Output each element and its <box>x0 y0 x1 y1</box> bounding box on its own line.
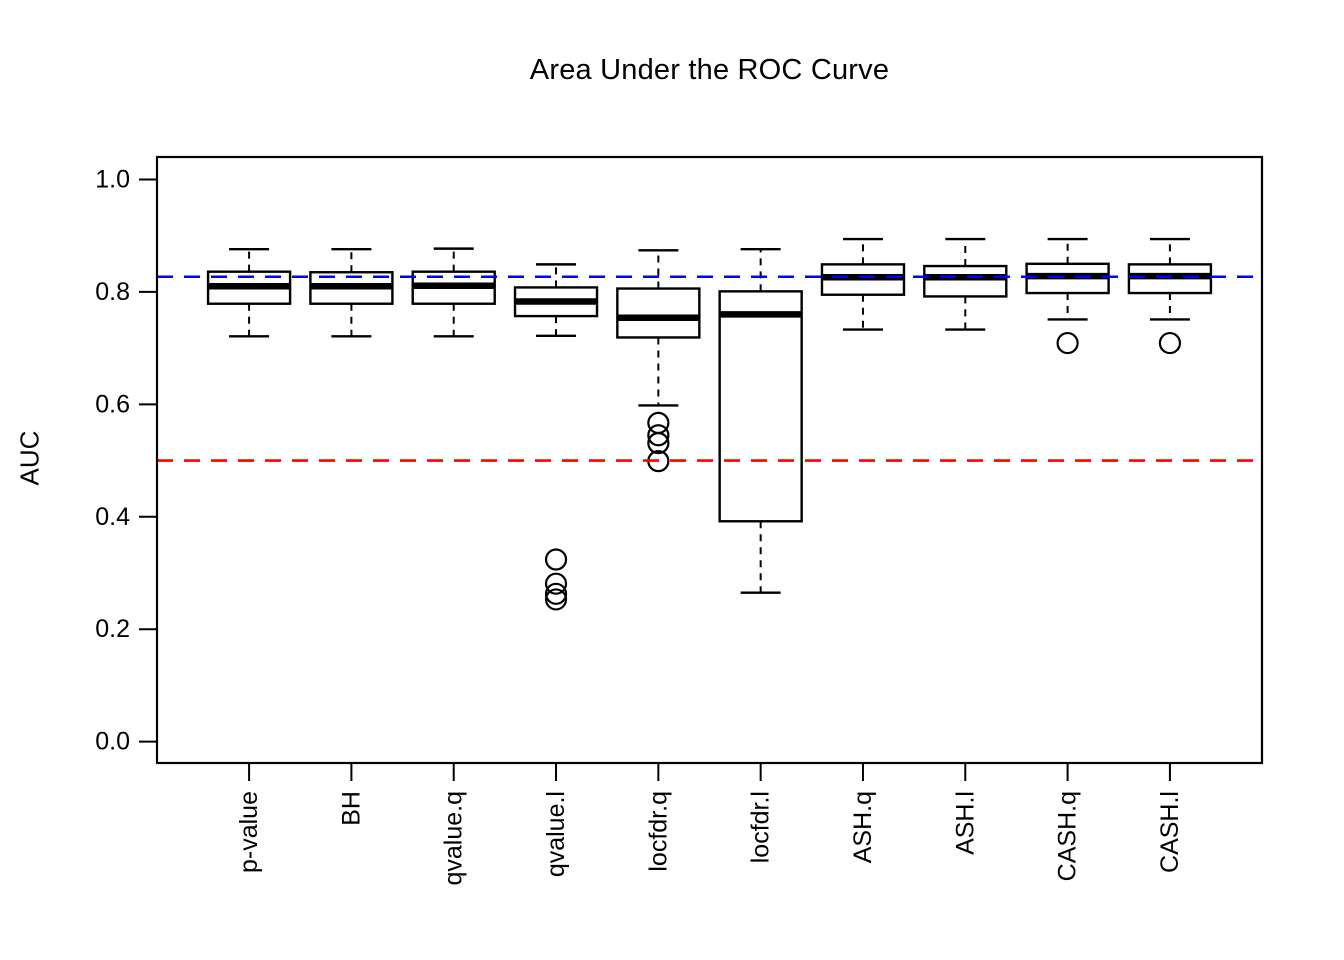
outlier-point <box>544 548 568 571</box>
x-tick-label: locfdr.l <box>747 791 775 863</box>
y-tick-label: 0.0 <box>95 728 130 756</box>
x-tick-label: qvalue.l <box>542 791 570 877</box>
box-locfdr.q <box>616 249 701 473</box>
box-CASH.l <box>1127 237 1213 355</box>
x-tick-label: p-value <box>235 791 263 873</box>
box-qvalue.l <box>513 263 599 611</box>
y-tick-label: 1.0 <box>95 165 130 193</box>
iqr-box <box>718 290 803 523</box>
box-ASH.l <box>923 237 1008 331</box>
box-qvalue.q <box>411 247 496 338</box>
y-tick-label: 0.6 <box>95 390 130 418</box>
x-tick-label: CASH.l <box>1156 791 1184 873</box>
outlier-point <box>1158 331 1182 355</box>
plot-border <box>155 155 1264 765</box>
outlier-point <box>544 582 568 605</box>
x-tick-label: locfdr.q <box>644 791 672 872</box>
box-ASH.q <box>820 237 906 331</box>
box-CASH.q <box>1025 237 1110 355</box>
box-BH <box>309 247 394 338</box>
iqr-box <box>923 264 1008 298</box>
x-tick-label: qvalue.q <box>440 791 468 886</box>
box-locfdr.l <box>718 247 803 594</box>
box-p-value <box>206 247 292 338</box>
x-tick-label: BH <box>337 791 365 826</box>
y-tick-label: 0.4 <box>95 503 130 531</box>
x-tick-label: ASH.q <box>849 791 877 863</box>
y-tick-label: 0.8 <box>95 278 130 306</box>
chart-title: Area Under the ROC Curve <box>529 54 890 86</box>
outlier-point <box>647 424 670 447</box>
outlier-point <box>544 572 568 595</box>
outlier-point <box>647 432 670 455</box>
y-tick-label: 0.2 <box>95 615 130 643</box>
iqr-box <box>616 287 701 339</box>
x-tick-label: ASH.l <box>951 791 979 855</box>
outlier-point <box>544 588 568 611</box>
outlier-point <box>1056 331 1079 355</box>
x-tick-label: CASH.q <box>1054 791 1082 881</box>
outlier-point <box>647 411 670 434</box>
